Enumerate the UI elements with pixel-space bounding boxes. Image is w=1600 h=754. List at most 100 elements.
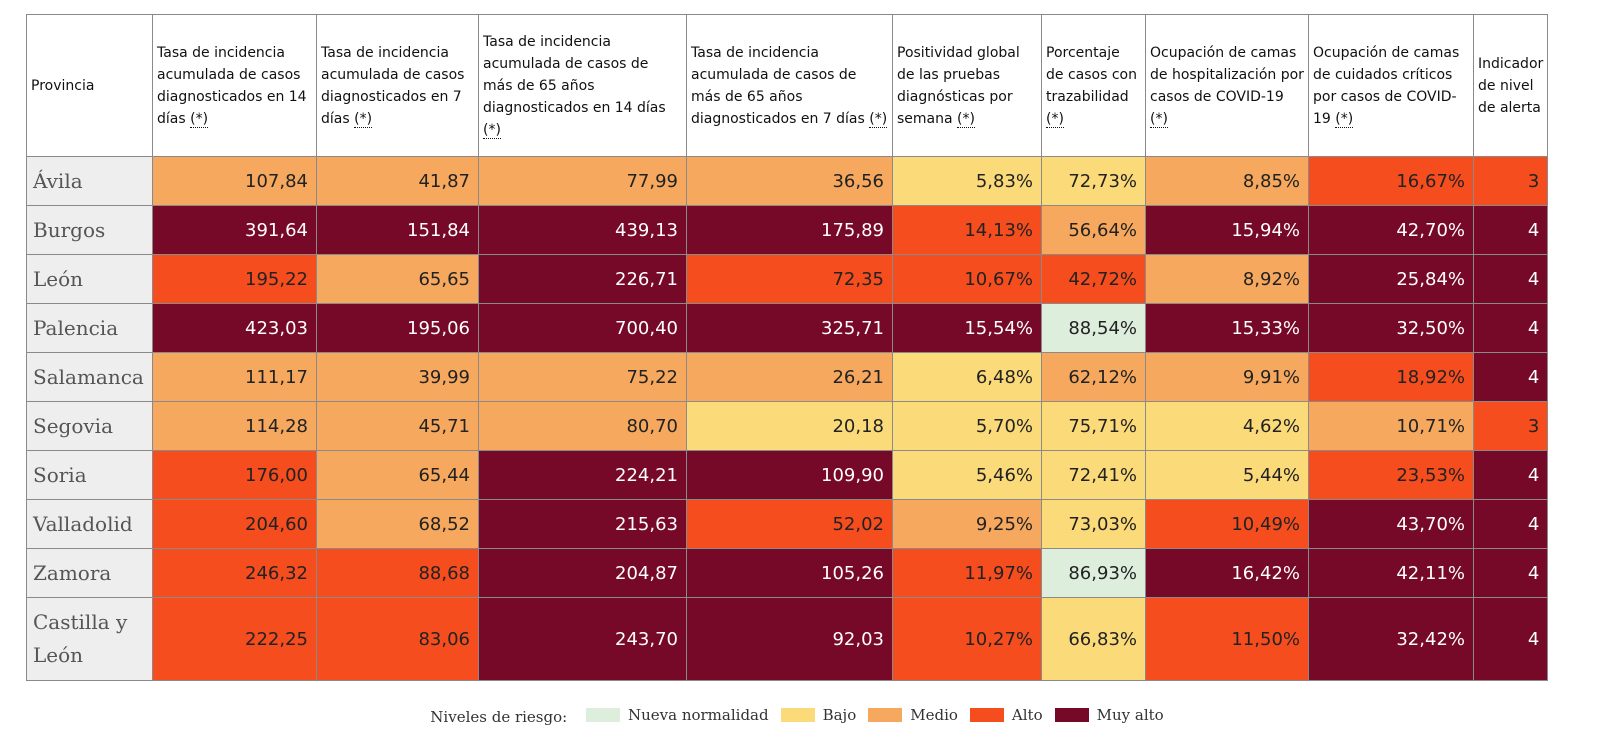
province-name: Zamora — [26, 548, 153, 598]
indicator-value-cell: 175,89 — [686, 205, 893, 255]
column-header-2: Tasa de incidencia acumulada de casos di… — [152, 14, 317, 157]
indicator-value-cell: 72,73% — [1041, 156, 1146, 206]
footnote-marker[interactable]: (*) — [1150, 110, 1168, 128]
indicator-value-cell: 325,71 — [686, 303, 893, 353]
indicator-value-cell: 62,12% — [1041, 352, 1146, 402]
legend-item: Muy alto — [1054, 706, 1164, 724]
indicator-value-cell: 109,90 — [686, 450, 893, 500]
footnote-marker[interactable]: (*) — [869, 110, 888, 128]
province-name: Ávila — [26, 156, 153, 206]
table-row: León 195,22 65,65 226,71 72,35 10,67% 42,72% 8,… — [26, 254, 1549, 304]
legend-label: Muy alto — [1096, 706, 1164, 724]
alert-level-cell: 3 — [1472, 401, 1549, 451]
table-row: Salamanca 111,17 39,99 75,22 26,21 6,48% 62,12… — [26, 352, 1549, 402]
column-header-7: Porcentaje de casos con trazabilidad (*) — [1041, 14, 1146, 157]
column-header-text: Porcentaje de casos con trazabilidad — [1046, 44, 1137, 105]
indicator-value-cell: 5,70% — [892, 401, 1042, 451]
indicator-value-cell: 226,71 — [478, 254, 687, 304]
footnote-marker[interactable]: (*) — [483, 121, 501, 139]
indicator-value-cell: 23,53% — [1308, 450, 1474, 500]
indicator-value-cell: 5,83% — [892, 156, 1042, 206]
indicator-value-cell: 42,70% — [1308, 205, 1474, 255]
footnote-marker[interactable]: (*) — [1335, 110, 1354, 128]
legend-items: Nueva normalidad Bajo Medio Alto Muy alto — [580, 706, 1170, 726]
indicator-value-cell: 15,33% — [1145, 303, 1309, 353]
column-header-text: Ocupación de camas de cuidados críticos … — [1313, 44, 1460, 127]
indicator-value-cell: 195,06 — [316, 303, 479, 353]
indicator-value-cell: 56,64% — [1041, 205, 1146, 255]
legend-swatch — [585, 708, 620, 722]
indicator-value-cell: 72,41% — [1041, 450, 1146, 500]
table-row: Castilla y León 222,25 83,06 243,70 92,03 10,… — [26, 597, 1549, 681]
indicator-value-cell: 14,13% — [892, 205, 1042, 255]
indicator-value-cell: 8,92% — [1145, 254, 1309, 304]
indicator-value-cell: 107,84 — [152, 156, 317, 206]
province-name: Salamanca — [26, 352, 153, 402]
indicator-value-cell: 215,63 — [478, 499, 687, 549]
indicator-value-cell: 243,70 — [478, 597, 687, 681]
alert-level-cell: 4 — [1472, 303, 1549, 353]
indicator-value-cell: 204,60 — [152, 499, 317, 549]
table-row: Ávila 107,84 41,87 77,99 36,56 5,83% 72,73% 8,8… — [26, 156, 1549, 206]
legend-swatch — [1054, 708, 1089, 722]
indicator-value-cell: 204,87 — [478, 548, 687, 598]
indicator-value-cell: 222,25 — [152, 597, 317, 681]
indicator-value-cell: 88,54% — [1041, 303, 1146, 353]
column-header-text: Tasa de incidencia acumulada de casos de… — [483, 33, 666, 116]
alert-level-cell: 4 — [1472, 597, 1549, 681]
legend-label: Alto — [1011, 706, 1043, 724]
legend-swatch — [780, 708, 815, 722]
indicator-value-cell: 11,97% — [892, 548, 1042, 598]
province-name: Palencia — [26, 303, 153, 353]
legend-item: Medio — [868, 706, 958, 724]
indicator-value-cell: 111,17 — [152, 352, 317, 402]
legend-label: Medio — [910, 706, 958, 724]
footnote-marker[interactable]: (*) — [957, 110, 975, 128]
column-header-5: Tasa de incidencia acumulada de casos de… — [686, 14, 893, 157]
footnote-marker[interactable]: (*) — [354, 110, 373, 128]
indicator-value-cell: 25,84% — [1308, 254, 1474, 304]
indicator-value-cell: 86,93% — [1041, 548, 1146, 598]
indicator-value-cell: 18,92% — [1308, 352, 1474, 402]
table-row: Soria 176,00 65,44 224,21 109,90 5,46% 72,41% 5… — [26, 450, 1549, 500]
alert-level-cell: 4 — [1472, 450, 1549, 500]
province-name: Castilla y León — [26, 597, 153, 681]
indicator-value-cell: 224,21 — [478, 450, 687, 500]
indicator-value-cell: 5,46% — [892, 450, 1042, 500]
indicator-value-cell: 10,67% — [892, 254, 1042, 304]
indicator-value-cell: 32,50% — [1308, 303, 1474, 353]
footnote-marker[interactable]: (*) — [1046, 110, 1064, 128]
column-header-text: Ocupación de camas de hospitalización po… — [1150, 44, 1304, 105]
column-header-9: Ocupación de camas de cuidados críticos … — [1308, 14, 1474, 157]
indicator-value-cell: 423,03 — [152, 303, 317, 353]
indicator-value-cell: 66,83% — [1041, 597, 1146, 681]
indicator-value-cell: 15,54% — [892, 303, 1042, 353]
table-row: Burgos 391,64 151,84 439,13 175,89 14,13% 56,6… — [26, 205, 1549, 255]
indicator-value-cell: 77,99 — [478, 156, 687, 206]
alert-level-cell: 4 — [1472, 548, 1549, 598]
indicator-value-cell: 151,84 — [316, 205, 479, 255]
risk-indicators-table: Provincia Tasa de incidencia acumulada de… — [26, 14, 1549, 681]
indicator-value-cell: 8,85% — [1145, 156, 1309, 206]
column-header-6: Positividad global de las pruebas diagnó… — [892, 14, 1042, 157]
indicator-value-cell: 9,25% — [892, 499, 1042, 549]
indicator-value-cell: 36,56 — [686, 156, 893, 206]
indicator-value-cell: 52,02 — [686, 499, 893, 549]
column-header-text: Tasa de incidencia acumulada de casos di… — [321, 44, 465, 127]
indicator-value-cell: 20,18 — [686, 401, 893, 451]
indicator-value-cell: 11,50% — [1145, 597, 1309, 681]
legend-label: Bajo — [822, 706, 857, 724]
province-name: Burgos — [26, 205, 153, 255]
province-name: Segovia — [26, 401, 153, 451]
column-header-8: Ocupación de camas de hospitalización po… — [1145, 14, 1309, 157]
footnote-marker[interactable]: (*) — [190, 110, 209, 128]
table-row: Palencia 423,03 195,06 700,40 325,71 15,54% 88… — [26, 303, 1549, 353]
legend-label: Nueva normalidad — [627, 706, 769, 724]
table-row: Valladolid 204,60 68,52 215,63 52,02 9,25% 73,… — [26, 499, 1549, 549]
indicator-value-cell: 72,35 — [686, 254, 893, 304]
indicator-value-cell: 10,27% — [892, 597, 1042, 681]
indicator-value-cell: 32,42% — [1308, 597, 1474, 681]
indicator-value-cell: 75,22 — [478, 352, 687, 402]
column-header-text: Tasa de incidencia acumulada de casos di… — [157, 44, 307, 127]
table-row: Segovia 114,28 45,71 80,70 20,18 5,70% 75,71% 4… — [26, 401, 1549, 451]
